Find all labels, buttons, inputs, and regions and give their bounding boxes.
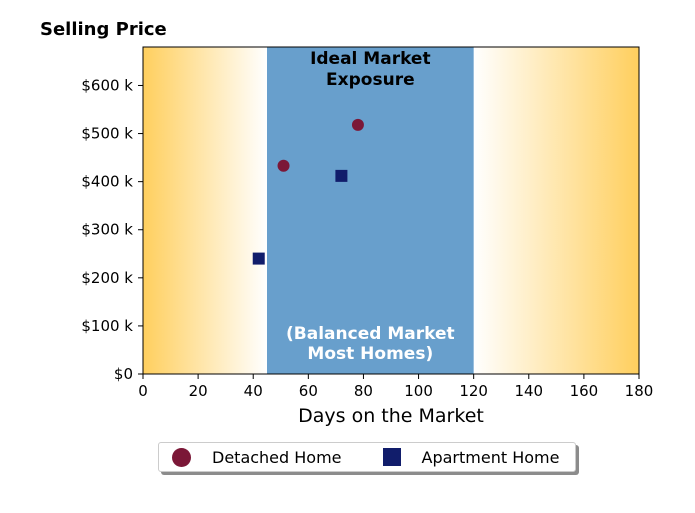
y-tick-label: $300 k xyxy=(81,221,133,239)
x-tick-label: 120 xyxy=(459,382,488,400)
band-label-top-line1: Ideal Market xyxy=(310,49,431,69)
gradient-region-left xyxy=(143,47,267,374)
x-tick-label: 40 xyxy=(244,382,263,400)
x-tick-label: 140 xyxy=(514,382,543,400)
x-tick-label: 60 xyxy=(299,382,318,400)
legend-label-detached: Detached Home xyxy=(212,447,342,467)
x-tick-label: 80 xyxy=(354,382,373,400)
legend-item-detached: Detached Home xyxy=(172,443,342,471)
band-label-top-line2: Exposure xyxy=(326,70,415,90)
data-point-detached-home xyxy=(277,159,290,172)
y-axis: $0 $100 k $200 k $300 k $400 k $500 k $600 k xyxy=(81,76,143,383)
legend-circle-marker-icon xyxy=(172,447,191,467)
legend-square-marker-icon xyxy=(382,448,401,466)
y-tick-label: $600 k xyxy=(81,76,133,94)
x-tick-label: 100 xyxy=(404,382,433,400)
legend: Detached Home Apartment Home xyxy=(158,442,576,472)
y-tick-label: $400 k xyxy=(81,173,133,191)
y-tick-label: $100 k xyxy=(81,317,133,335)
band-label-bottom-line2: Most Homes) xyxy=(307,344,433,364)
band-label-bottom-line1: (Balanced Market xyxy=(286,324,455,344)
y-tick-label: $0 xyxy=(114,365,133,383)
legend-label-apartment: Apartment Home xyxy=(421,447,560,467)
data-points xyxy=(252,118,364,265)
ideal-exposure-band xyxy=(267,47,474,374)
data-point-apartment-home xyxy=(335,169,348,182)
gradient-region-right xyxy=(473,47,639,374)
x-axis: 0 20 40 60 80 100 120 140 160 180 xyxy=(138,374,653,400)
x-tick-label: 20 xyxy=(189,382,208,400)
data-point-apartment-home xyxy=(252,252,265,265)
y-tick-label: $200 k xyxy=(81,269,133,287)
legend-item-apartment: Apartment Home xyxy=(382,443,560,471)
x-axis-label: Days on the Market xyxy=(298,405,484,427)
chart-title: Selling Price xyxy=(40,19,167,40)
x-tick-label: 0 xyxy=(138,382,148,400)
y-tick-label: $500 k xyxy=(81,125,133,143)
x-tick-label: 180 xyxy=(625,382,654,400)
plot-frame xyxy=(142,46,640,375)
data-point-detached-home xyxy=(351,118,364,131)
x-tick-label: 160 xyxy=(570,382,599,400)
